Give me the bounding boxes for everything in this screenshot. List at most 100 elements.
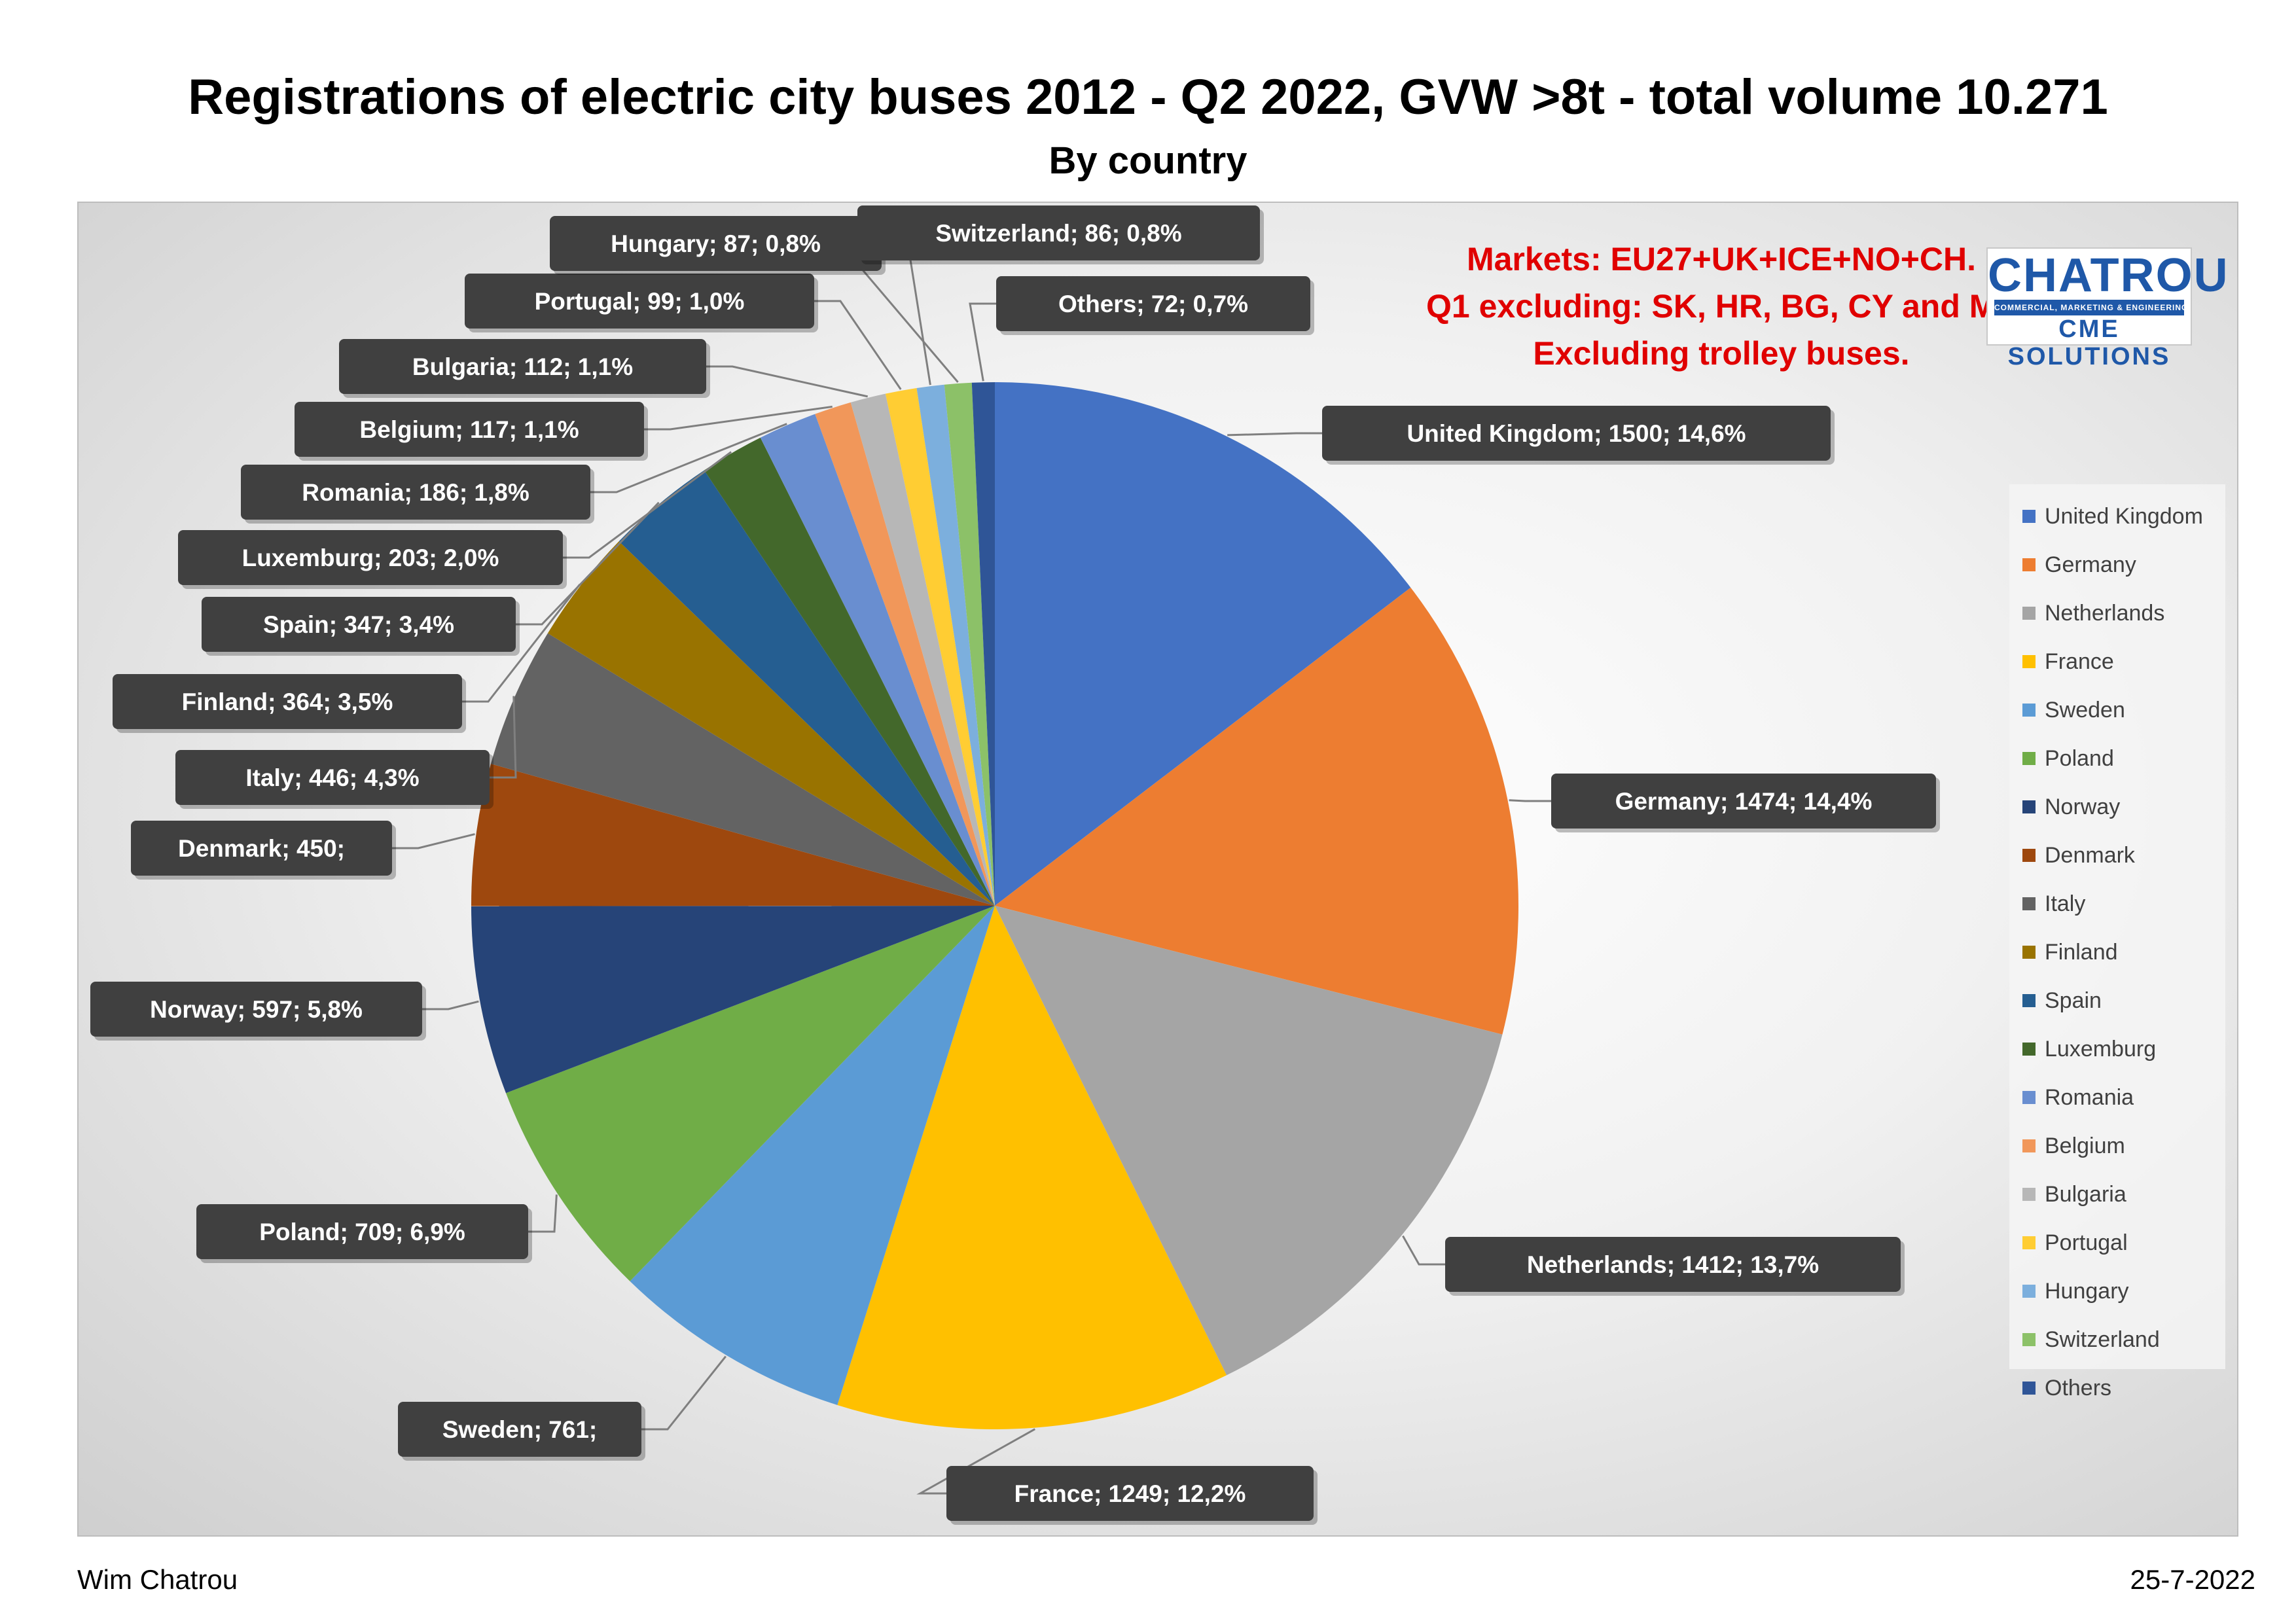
data-label-text: Germany; 1474; 14,4% [1615, 788, 1873, 815]
legend-swatch [2022, 1091, 2036, 1104]
legend-item-others: Others [2009, 1364, 2225, 1412]
pie-slice-luxemburg [704, 437, 995, 906]
data-label-text: Portugal; 99; 1,0% [535, 288, 745, 315]
data-label-text: Italy; 446; 4,3% [245, 764, 419, 791]
data-label-box [550, 216, 882, 271]
data-label-text: France; 1249; 12,2% [1014, 1480, 1246, 1507]
data-label-others: Others; 72; 0,7% [996, 276, 1314, 335]
pie-slice-spain [619, 470, 995, 906]
legend-swatch [2022, 1188, 2036, 1201]
data-label-belgium: Belgium; 117; 1,1% [295, 402, 648, 461]
pie-slice-italy [490, 633, 995, 906]
leader-line-germany [1509, 799, 1551, 802]
data-label-box [946, 1466, 1314, 1521]
data-label-box [295, 402, 644, 457]
legend-swatch [2022, 1139, 2036, 1152]
data-label-box [1322, 406, 1831, 461]
data-label-box [857, 205, 1260, 260]
pie-slices [471, 382, 1518, 1429]
pie-slice-united-kingdom [995, 382, 1411, 906]
legend-item-denmark: Denmark [2009, 831, 2225, 880]
data-label-text: Poland; 709; 6,9% [259, 1219, 465, 1245]
markets-note: Markets: EU27+UK+ICE+NO+CH. Q1 excluding… [1329, 236, 2114, 377]
data-label-united-kingdom: United Kingdom; 1500; 14,6% [1322, 406, 1835, 465]
plot-area: United Kingdom; 1500; 14,6% Germany; 1474… [77, 202, 2238, 1537]
legend-item-hungary: Hungary [2009, 1267, 2225, 1315]
legend-item-romania: Romania [2009, 1073, 2225, 1122]
legend-item-belgium: Belgium [2009, 1122, 2225, 1170]
legend-label: Denmark [2045, 842, 2135, 868]
data-label-box [339, 339, 706, 394]
data-label-text: Luxemburg; 203; 2,0% [242, 544, 499, 571]
legend-swatch [2022, 655, 2036, 668]
leader-line-italy [490, 696, 517, 779]
legend-item-norway: Norway [2009, 783, 2225, 831]
legend-label: Portugal [2045, 1230, 2128, 1255]
data-label-text: Bulgaria; 112; 1,1% [412, 353, 633, 380]
legend-swatch [2022, 1043, 2036, 1056]
legend-label: United Kingdom [2045, 503, 2203, 529]
data-label-poland: Poland; 709; 6,9% [196, 1204, 532, 1263]
legend-swatch [2022, 1236, 2036, 1249]
logo-main-text: CHATROU [1988, 249, 2229, 302]
pie-slice-portugal [885, 387, 995, 906]
data-label-text: Denmark; 450; [178, 835, 345, 862]
leader-line-norway [422, 1000, 479, 1010]
data-label-box [131, 821, 392, 876]
legend-swatch [2022, 752, 2036, 765]
data-label-germany: Germany; 1474; 14,4% [1551, 774, 1940, 832]
legend-item-finland: Finland [2009, 928, 2225, 976]
legend-label: Others [2045, 1375, 2112, 1400]
legend-swatch [2022, 558, 2036, 571]
chart-subtitle: By country [1049, 139, 1247, 182]
data-label-text: Others; 72; 0,7% [1058, 291, 1248, 317]
note-line-2: Q1 excluding: SK, HR, BG, CY and MT [1426, 288, 2017, 325]
note-line-1: Markets: EU27+UK+ICE+NO+CH. [1466, 241, 1977, 277]
legend-swatch [2022, 1333, 2036, 1346]
leader-line-netherlands [1402, 1235, 1445, 1266]
legend-label: Norway [2045, 794, 2121, 819]
legend-label: France [2045, 649, 2114, 674]
legend-swatch [2022, 1382, 2036, 1395]
footer-author: Wim Chatrou [77, 1564, 238, 1595]
data-label-box [1445, 1237, 1901, 1292]
legend: United Kingdom Germany Netherlands France Sw… [2009, 484, 2225, 1400]
legend-swatch [2022, 704, 2036, 717]
data-labels: United Kingdom; 1500; 14,6% Germany; 1474… [90, 205, 1940, 1525]
legend-label: Finland [2045, 939, 2118, 965]
data-label-box [90, 982, 422, 1037]
legend-swatch [2022, 897, 2036, 910]
data-label-romania: Romania; 186; 1,8% [241, 465, 594, 524]
legend-label: Belgium [2045, 1133, 2125, 1158]
legend-label: Germany [2045, 552, 2136, 577]
legend-swatch [2022, 800, 2036, 813]
data-label-hungary: Hungary; 87; 0,8% [550, 216, 886, 275]
leader-line-romania [590, 423, 787, 493]
pie-slice-belgium [815, 402, 995, 906]
legend-item-spain: Spain [2009, 976, 2225, 1025]
legend-label: Switzerland [2045, 1327, 2160, 1352]
pie-slice-denmark [471, 764, 995, 906]
legend-item-sweden: Sweden [2009, 686, 2225, 734]
legend-label: Luxemburg [2045, 1036, 2157, 1061]
legend-label: Italy [2045, 891, 2086, 916]
legend-swatch [2022, 946, 2036, 959]
legend-swatch [2022, 849, 2036, 862]
logo-sub-text: CME SOLUTIONS [2007, 315, 2171, 370]
legend-item-poland: Poland [2009, 734, 2225, 783]
pie-slice-romania [760, 414, 995, 906]
legend-item-portugal: Portugal [2009, 1219, 2225, 1267]
data-label-italy: Italy; 446; 4,3% [175, 750, 493, 809]
leader-line-poland [528, 1194, 558, 1233]
data-label-text: Romania; 186; 1,8% [302, 479, 529, 506]
legend-item-italy: Italy [2009, 880, 2225, 928]
leader-line-finland [462, 584, 581, 703]
data-label-switzerland: Switzerland; 86; 0,8% [857, 205, 1264, 264]
pie-slice-finland [547, 541, 995, 906]
chatrou-logo: CHATROU COMMERCIAL, MARKETING & ENGINEER… [1986, 247, 2229, 370]
data-label-text: Hungary; 87; 0,8% [611, 230, 821, 257]
data-label-france: France; 1249; 12,2% [946, 1466, 1318, 1525]
legend-item-netherlands: Netherlands [2009, 589, 2225, 637]
data-label-bulgaria: Bulgaria; 112; 1,1% [339, 339, 710, 398]
legend-label: Bulgaria [2045, 1181, 2126, 1207]
